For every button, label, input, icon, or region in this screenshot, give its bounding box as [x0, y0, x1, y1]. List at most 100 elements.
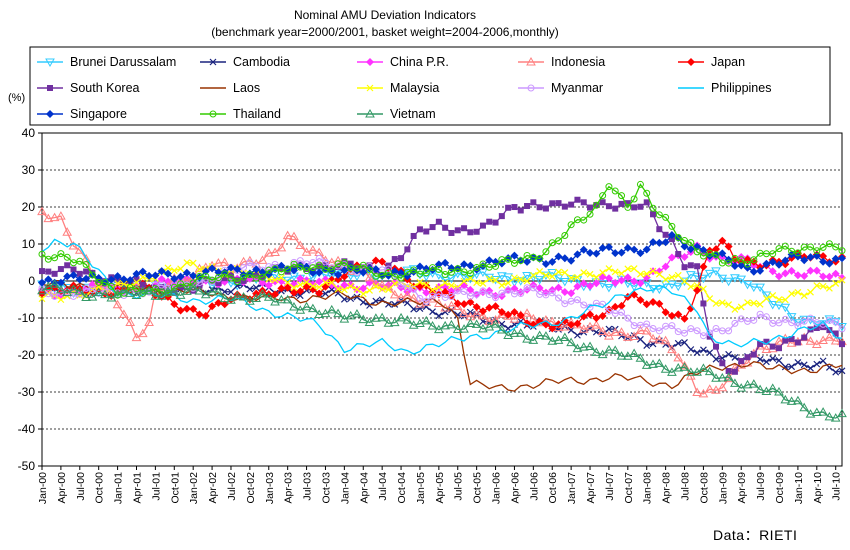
- point-marker: [515, 328, 526, 337]
- point-marker: [509, 278, 520, 288]
- y-tick-label: -40: [18, 422, 36, 436]
- point-marker: [622, 332, 633, 341]
- point-marker: [465, 318, 476, 328]
- point-marker: [132, 269, 141, 278]
- point-marker: [214, 268, 223, 277]
- point-marker: [744, 354, 751, 361]
- point-marker: [713, 343, 720, 350]
- point-marker: [681, 277, 688, 285]
- point-marker: [422, 281, 430, 289]
- point-marker: [353, 285, 361, 293]
- point-marker: [383, 318, 394, 327]
- point-marker: [630, 265, 638, 273]
- point-marker: [491, 291, 500, 300]
- point-marker: [536, 268, 544, 275]
- legend-label: Myanmar: [551, 81, 603, 95]
- point-marker: [385, 286, 392, 294]
- x-tick-label: Oct-03: [320, 472, 332, 504]
- point-marker: [340, 272, 349, 281]
- point-marker: [768, 267, 777, 276]
- point-marker: [662, 213, 670, 221]
- point-marker: [446, 319, 457, 329]
- point-marker: [473, 263, 481, 271]
- point-marker: [479, 260, 487, 268]
- point-marker: [523, 251, 531, 259]
- point-marker: [177, 280, 185, 288]
- point-marker: [769, 343, 776, 350]
- point-marker: [391, 280, 399, 288]
- point-marker: [435, 283, 443, 291]
- point-marker: [599, 199, 606, 206]
- point-marker: [786, 338, 797, 347]
- point-marker: [467, 229, 474, 236]
- point-marker: [780, 303, 791, 313]
- point-marker: [711, 373, 721, 382]
- point-marker: [447, 268, 455, 276]
- point-marker: [813, 325, 820, 332]
- point-marker: [641, 360, 652, 369]
- point-marker: [643, 199, 650, 206]
- point-marker: [504, 279, 512, 287]
- point-marker: [289, 288, 298, 297]
- point-marker: [788, 319, 796, 327]
- point-marker: [252, 265, 261, 274]
- point-marker: [213, 257, 224, 267]
- point-marker: [290, 260, 298, 268]
- point-marker: [631, 204, 638, 211]
- point-marker: [598, 244, 607, 253]
- point-marker: [246, 285, 254, 293]
- point-marker: [698, 388, 709, 398]
- point-marker: [409, 267, 418, 276]
- point-marker: [309, 264, 317, 272]
- point-marker: [144, 317, 154, 327]
- point-marker: [271, 290, 280, 299]
- point-marker: [725, 259, 733, 267]
- point-marker: [698, 274, 709, 284]
- point-marker: [838, 273, 846, 282]
- point-marker: [289, 231, 299, 241]
- point-marker: [63, 272, 72, 281]
- point-marker: [737, 261, 746, 270]
- point-marker: [738, 358, 745, 365]
- point-marker: [711, 267, 721, 276]
- series-malaysia: [38, 259, 846, 313]
- point-marker: [410, 232, 417, 239]
- point-marker: [749, 267, 758, 276]
- point-marker: [529, 253, 537, 261]
- point-marker: [37, 285, 47, 295]
- point-marker: [567, 320, 576, 329]
- point-marker: [813, 282, 821, 289]
- x-tick-label: Apr-00: [56, 472, 68, 504]
- x-tick-label: Jul-03: [302, 472, 314, 501]
- point-marker: [478, 261, 487, 270]
- point-marker: [510, 308, 519, 317]
- point-marker: [794, 359, 802, 366]
- point-marker: [448, 229, 455, 236]
- point-marker: [648, 359, 658, 368]
- point-marker: [524, 203, 531, 210]
- point-marker: [359, 261, 367, 269]
- point-marker: [599, 192, 607, 200]
- point-marker: [750, 256, 758, 264]
- point-marker: [725, 350, 733, 358]
- series-line: [41, 183, 843, 296]
- point-marker: [649, 297, 658, 306]
- point-marker: [265, 275, 273, 283]
- point-marker: [195, 310, 204, 319]
- point-marker: [416, 278, 424, 286]
- point-marker: [101, 278, 109, 286]
- point-marker: [427, 321, 438, 330]
- point-marker: [637, 335, 644, 343]
- point-marker: [656, 226, 663, 233]
- point-marker: [786, 313, 797, 322]
- point-marker: [775, 245, 783, 253]
- point-marker: [680, 253, 689, 262]
- point-marker: [610, 327, 621, 336]
- point-marker: [378, 257, 387, 266]
- point-marker: [586, 210, 594, 218]
- point-marker: [196, 265, 203, 273]
- point-marker: [503, 273, 514, 282]
- point-marker: [561, 300, 569, 308]
- point-marker: [775, 319, 783, 327]
- point-marker: [756, 300, 764, 308]
